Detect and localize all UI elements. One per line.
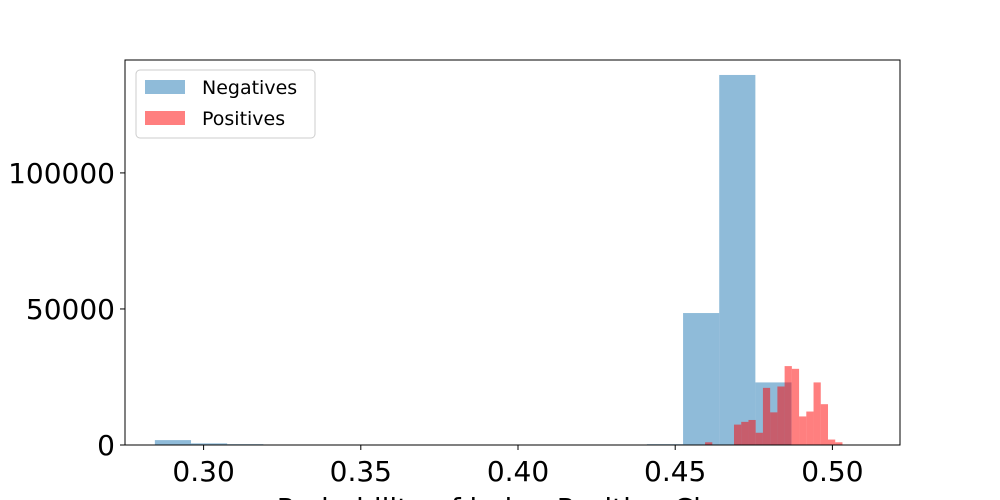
x-axis: 0.30 0.35 0.40 0.45 0.50: [172, 445, 864, 488]
negatives-bar-5: [719, 74, 756, 445]
y-tick-label: 100000: [8, 157, 115, 190]
positives-bar-13: [820, 404, 829, 445]
x-tick-label: 0.40: [487, 455, 549, 488]
negatives-bar-0: [154, 440, 192, 445]
positives-bar-1: [733, 424, 742, 445]
positives-bar-15: [835, 442, 843, 445]
x-tick-label: 0.35: [330, 455, 392, 488]
y-tick-label: 0: [97, 429, 115, 462]
positives-bar-5: [762, 387, 771, 445]
positives-bar-10: [799, 416, 807, 445]
legend-label-negatives: Negatives: [202, 77, 297, 99]
x-axis-title: Probability of being Positive Class: [277, 492, 748, 500]
plot-area-frame: [124, 59, 901, 446]
positives-bar-12: [813, 382, 821, 445]
positives-bar-8: [784, 366, 792, 445]
positives-bar-0: [705, 442, 713, 445]
positives-bar-6: [770, 412, 778, 445]
positives-bar-2: [741, 421, 749, 445]
legend-label-positives: Positives: [202, 108, 285, 130]
positives-bar-3: [748, 419, 756, 445]
legend: Negatives Positives: [135, 69, 316, 139]
legend-swatch-positives: [145, 111, 185, 125]
x-tick-label: 0.30: [172, 455, 234, 488]
positives-bar-9: [791, 368, 800, 445]
y-tick-label: 50000: [26, 293, 115, 326]
positives-bar-14: [828, 439, 836, 445]
y-axis: 0 50000 100000: [8, 157, 125, 462]
negatives-bar-1: [191, 443, 228, 445]
x-tick-label: 0.50: [801, 455, 863, 488]
negatives-bar-4: [683, 313, 720, 445]
x-tick-label: 0.45: [644, 455, 706, 488]
positives-bar-7: [777, 386, 785, 445]
positives-bar-4: [755, 432, 763, 445]
series-positives-bars: [705, 366, 843, 445]
positives-bar-11: [806, 411, 814, 445]
legend-swatch-negatives: [145, 80, 185, 94]
